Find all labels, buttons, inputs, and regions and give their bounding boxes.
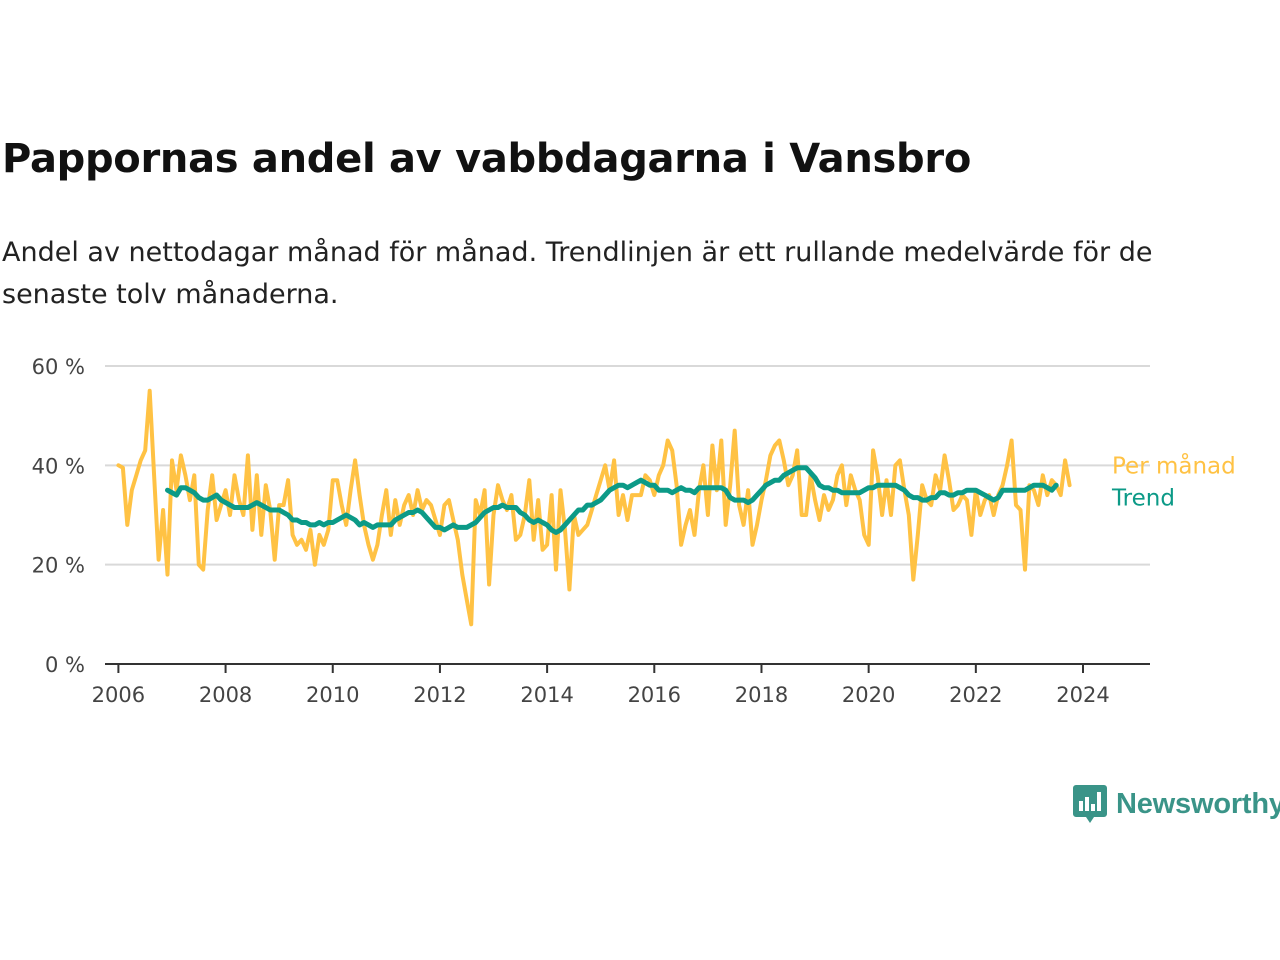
x-tick-label: 2024 <box>1056 683 1109 707</box>
brand-name: Newsworthy <box>1116 787 1280 820</box>
y-tick-label: 60 % <box>32 355 85 379</box>
trend-series-line <box>165 465 1059 535</box>
x-tick-label: 2016 <box>628 683 681 707</box>
x-tick-label: 2020 <box>842 683 895 707</box>
y-tick-label: 20 % <box>32 554 85 578</box>
x-tick-label: 2012 <box>413 683 466 707</box>
y-tick-label: 0 % <box>45 653 85 677</box>
x-tick-label: 2008 <box>199 683 252 707</box>
monthly-series-label: Per månad <box>1112 451 1236 479</box>
chart-title: Pappornas andel av vabbdagarna i Vansbro <box>2 136 971 182</box>
x-tick-label: 2014 <box>520 683 573 707</box>
x-tick-label: 2018 <box>735 683 788 707</box>
y-tick-label: 40 % <box>32 454 85 478</box>
newsworthy-brand[interactable]: Newsworthy <box>1072 784 1280 824</box>
x-tick-label: 2010 <box>306 683 359 707</box>
newsworthy-logo-icon <box>1073 785 1107 823</box>
x-tick-label: 2006 <box>92 683 145 707</box>
trend-series-label: Trend <box>1111 486 1175 512</box>
x-tick-label: 2022 <box>949 683 1002 707</box>
chart-subtitle: Andel av nettodagar månad för månad. Tre… <box>2 237 1153 310</box>
line-chart: 0 % 20 % 40 % 60 % 2006 2008 2010 2012 2014 2016 2… <box>32 355 1236 707</box>
